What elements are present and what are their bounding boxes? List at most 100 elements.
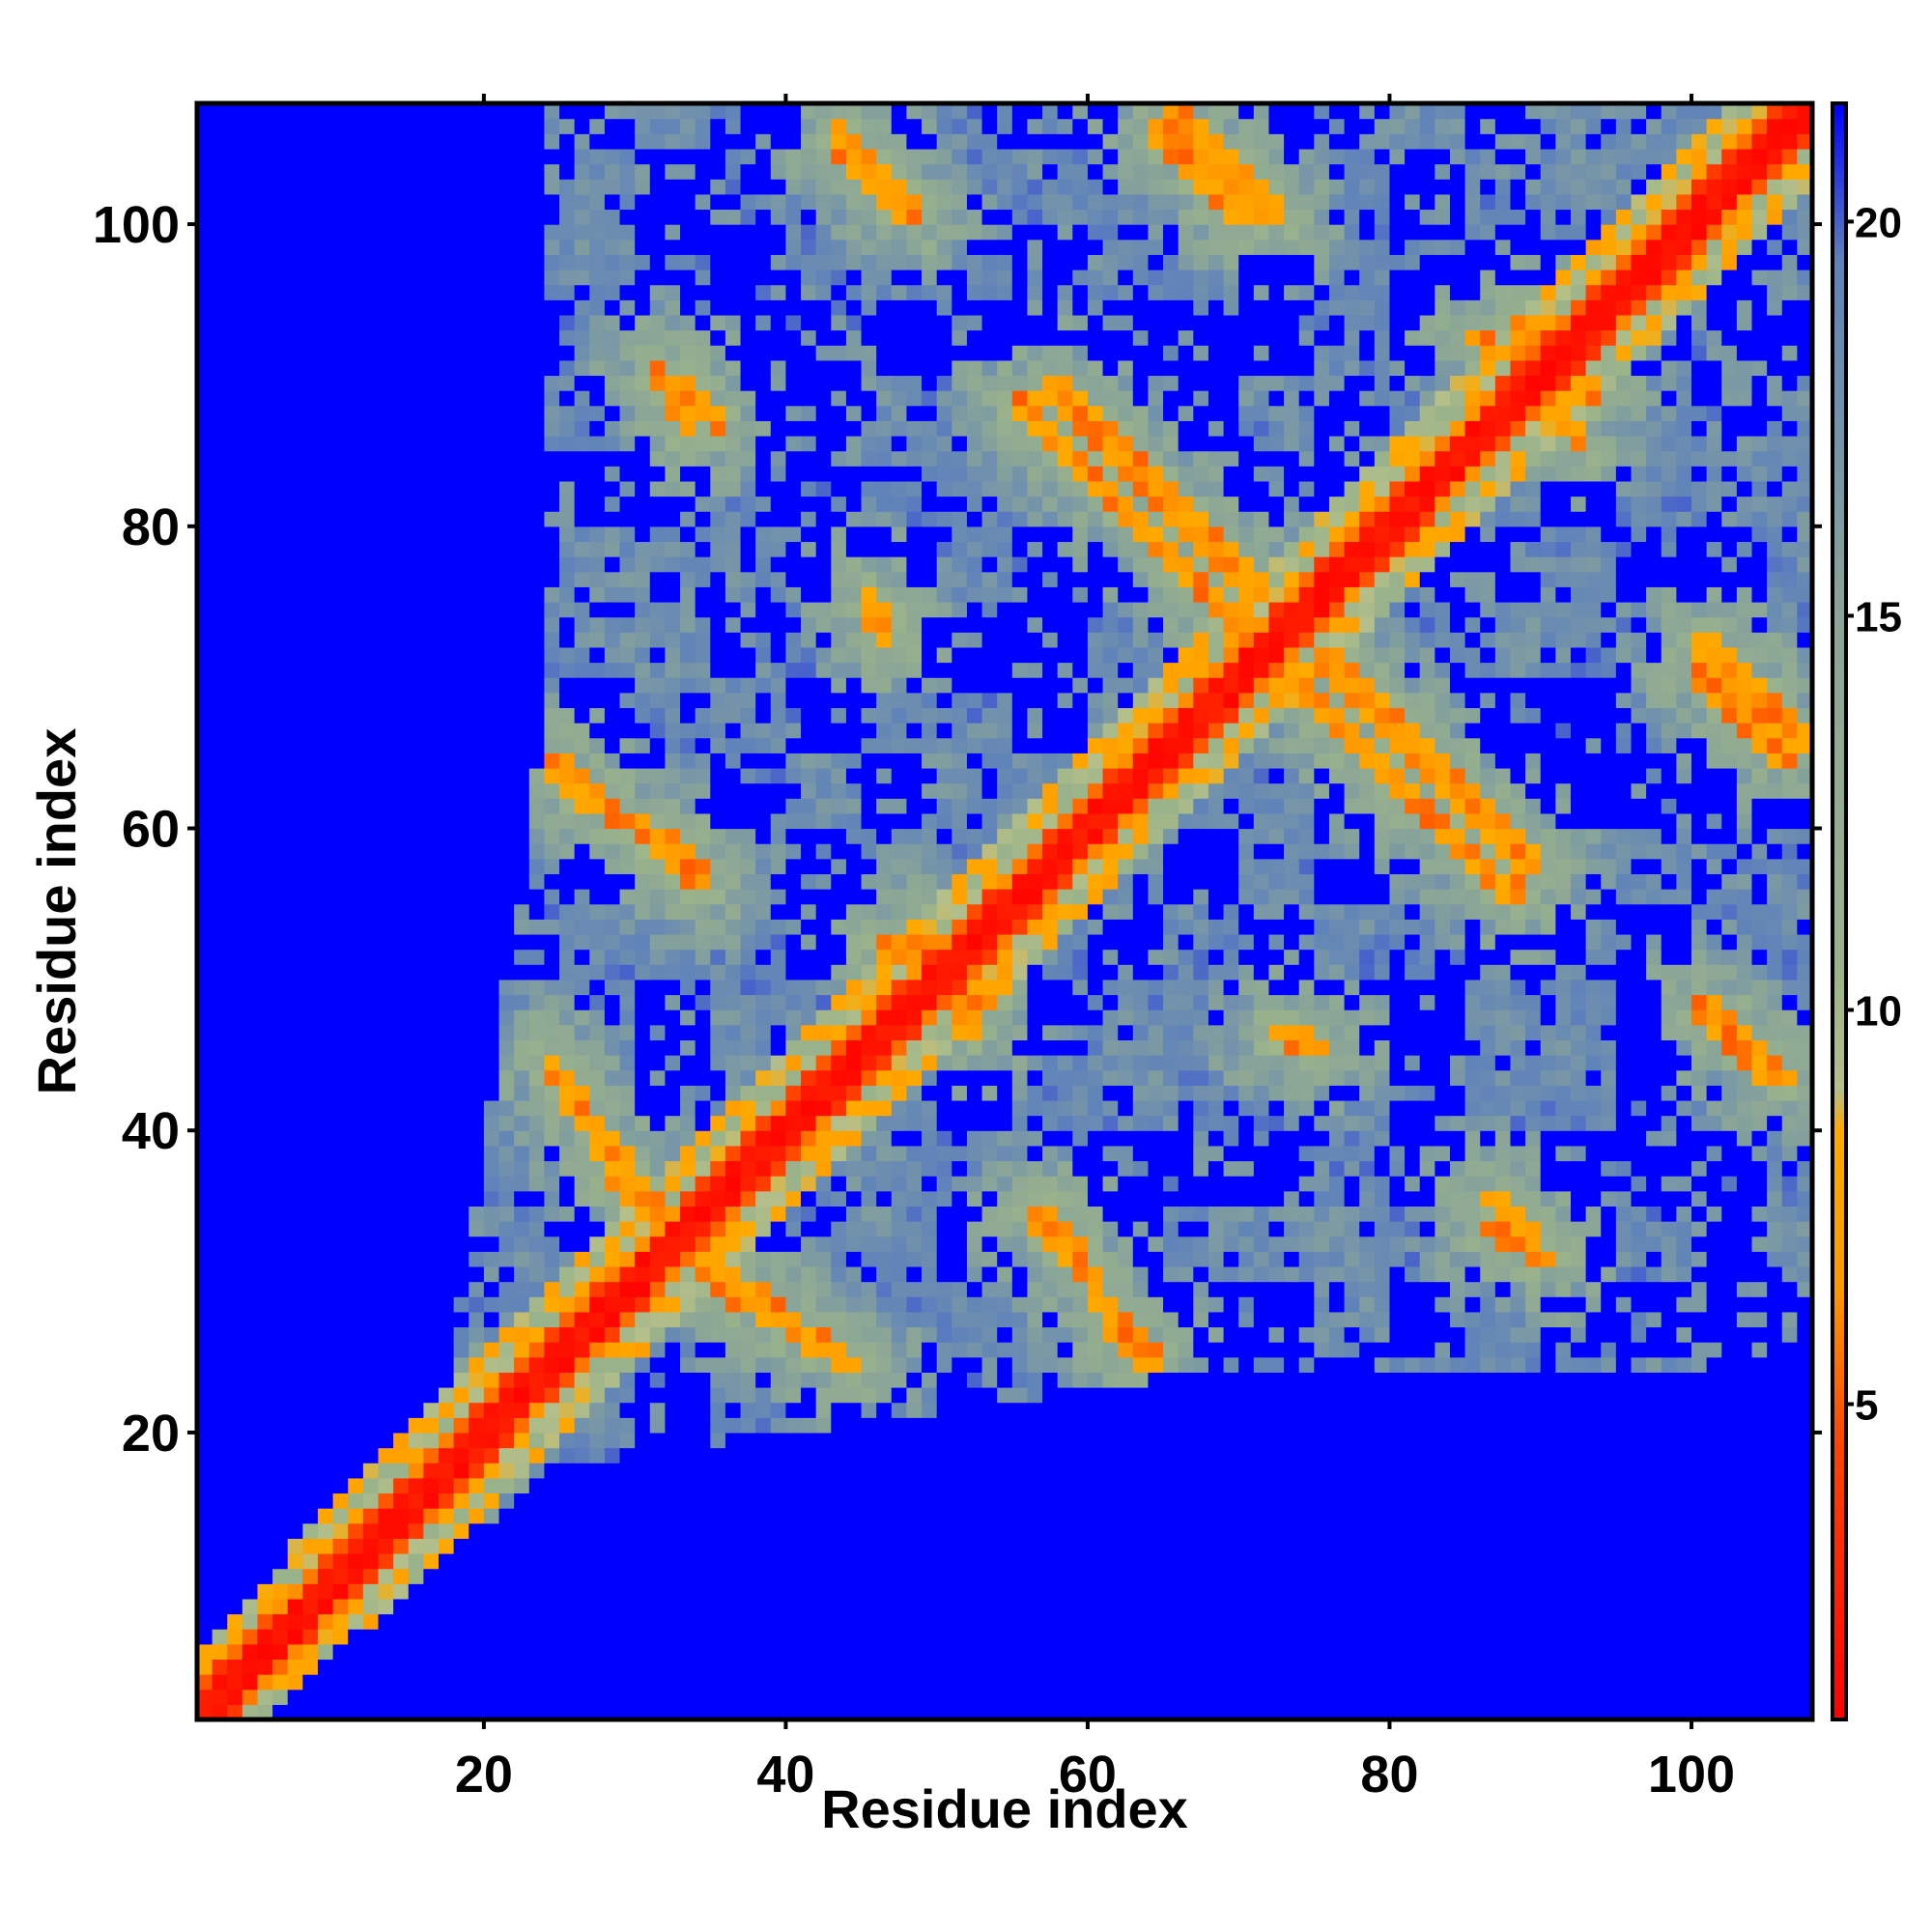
heatmap-cell [212,466,228,482]
heatmap-cell [815,269,832,286]
heatmap-cell [348,1190,364,1207]
heatmap-cell [649,1039,667,1056]
heatmap-cell [212,964,228,980]
heatmap-cell [408,1659,424,1675]
heatmap-cell [635,466,651,482]
heatmap-cell [212,1206,228,1222]
heatmap-cell [544,1145,560,1162]
heatmap-cell [483,1296,500,1313]
heatmap-cell [528,662,546,678]
heatmap-cell [770,1463,787,1479]
heatmap-cell [619,798,636,814]
heatmap-cell [815,798,832,814]
heatmap-cell [212,858,228,875]
heatmap-cell [695,1190,711,1207]
heatmap-cell [801,919,817,935]
heatmap-cell [212,1085,228,1101]
heatmap-cell [408,858,424,875]
heatmap-cell [845,1492,863,1509]
heatmap-cell [680,677,696,694]
heatmap-cell [755,677,772,694]
heatmap-cell [680,1629,696,1645]
heatmap-cell [710,133,726,150]
heatmap-cell [845,767,863,784]
heatmap-cell [755,1221,772,1237]
heatmap-cell [845,812,863,830]
heatmap-cell [242,1583,259,1600]
heatmap-cell [589,1145,606,1162]
heatmap-cell [528,1342,546,1358]
heatmap-cell [272,1387,289,1404]
heatmap-cell [635,616,651,633]
heatmap-cell [393,601,410,618]
heatmap-cell [724,1311,742,1328]
heatmap-cell [649,1583,667,1600]
heatmap-cell [318,420,334,437]
heatmap-cell [242,964,259,980]
heatmap-cell [559,1236,576,1252]
heatmap-cell [665,601,681,618]
heatmap-cell [635,1265,651,1283]
heatmap-cell [423,571,440,587]
heatmap-cell [302,753,319,769]
heatmap-cell [257,1432,273,1449]
heatmap-cell [287,209,303,225]
heatmap-cell [755,1387,772,1404]
heatmap-cell [393,723,410,739]
heatmap-cell [257,692,273,709]
heatmap-cell [831,1538,847,1554]
heatmap-cell [740,1085,756,1101]
heatmap-cell [635,239,651,255]
heatmap-cell [589,1689,606,1705]
heatmap-cell [227,873,243,890]
heatmap-cell [695,753,711,769]
heatmap-cell [544,1508,560,1524]
heatmap-cell [876,1447,893,1463]
heatmap-cell [257,632,273,648]
heatmap-cell [876,209,893,225]
heatmap-cell [891,767,908,784]
heatmap-cell [574,737,590,753]
heatmap-cell [362,1629,380,1645]
heatmap-cell [680,1265,696,1283]
heatmap-cell [876,601,893,618]
heatmap-cell [393,420,410,437]
heatmap-cell [378,359,394,377]
heatmap-cell [514,586,530,603]
heatmap-cell [302,1236,319,1252]
heatmap-cell [287,314,303,331]
heatmap-cell [197,466,213,482]
heatmap-cell [378,828,394,844]
heatmap-cell [861,1432,877,1449]
heatmap-cell [724,1176,742,1192]
heatmap-cell [483,1115,500,1131]
heatmap-cell [197,933,213,951]
heatmap-cell [439,179,455,195]
heatmap-cell [498,420,515,437]
heatmap-cell [287,1099,303,1117]
heatmap-cell [348,632,364,648]
heatmap-cell [619,1069,636,1086]
heatmap-cell [514,782,530,799]
heatmap-cell [544,314,560,331]
heatmap-cell [695,1206,711,1222]
heatmap-cell [755,1024,772,1041]
heatmap-cell [665,1145,681,1162]
heatmap-cell [815,1130,832,1147]
heatmap-cell [212,1009,228,1026]
heatmap-cell [724,949,742,965]
heatmap-cell [393,1689,410,1705]
heatmap-cell [649,1492,667,1509]
heatmap-cell [257,798,273,814]
heatmap-cell [770,1206,787,1222]
heatmap-cell [665,677,681,694]
heatmap-cell [393,133,410,150]
heatmap-cell [710,466,726,482]
heatmap-cell [318,1069,334,1086]
heatmap-cell [724,209,742,225]
heatmap-cell [891,889,908,905]
heatmap-cell [544,903,560,920]
heatmap-cell [439,435,455,452]
heatmap-cell [740,1251,756,1267]
heatmap-cell [453,1463,469,1479]
